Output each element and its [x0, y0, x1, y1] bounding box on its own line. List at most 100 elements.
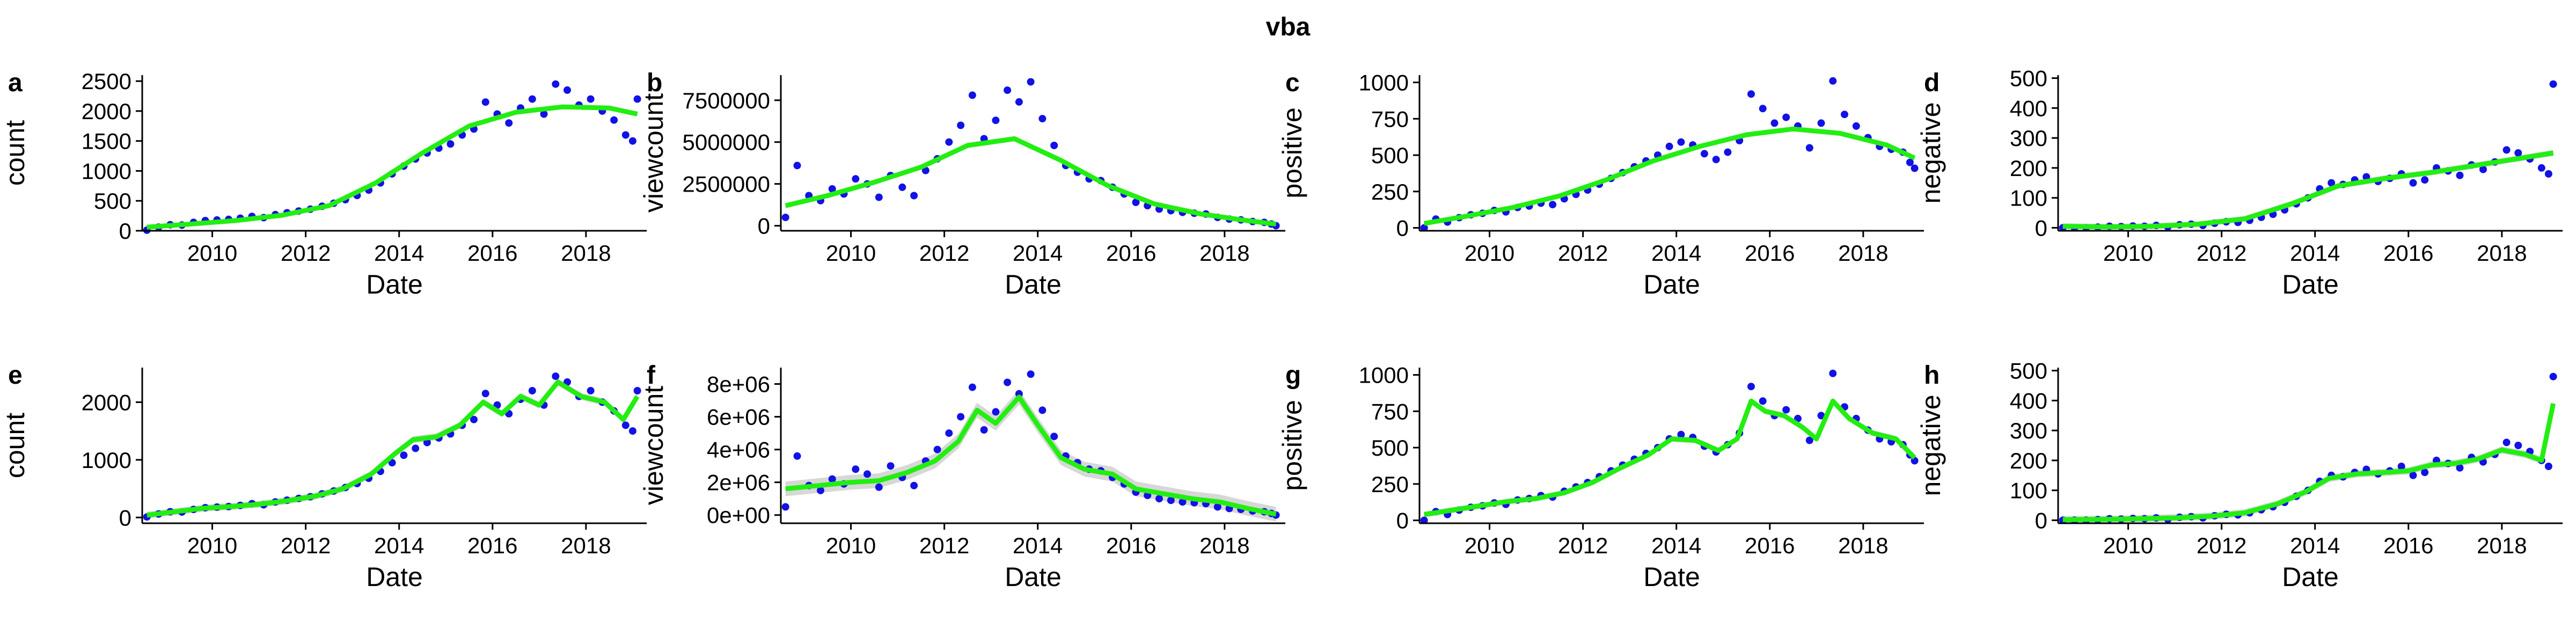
data-point	[898, 183, 906, 191]
data-point	[1665, 142, 1673, 150]
data-point	[887, 462, 895, 470]
x-tick-label: 2018	[1199, 240, 1249, 266]
y-tick-label: 5000000	[682, 130, 770, 155]
x-tick-label: 2016	[467, 240, 517, 266]
x-tick-label: 2018	[2477, 533, 2527, 558]
data-point	[2456, 464, 2464, 472]
y-tick-label: 6e+06	[707, 405, 770, 430]
y-tick-label: 500	[1371, 435, 1409, 460]
data-point	[470, 415, 478, 423]
data-point	[852, 175, 860, 183]
data-point	[2514, 149, 2522, 157]
data-point	[2421, 176, 2429, 184]
y-tick-label: 2500	[82, 69, 131, 94]
trend-line	[147, 104, 638, 230]
data-point	[1038, 115, 1046, 123]
y-tick-label: 250	[1371, 472, 1409, 497]
x-tick-label: 2010	[2103, 240, 2153, 266]
panel-label: a	[8, 69, 23, 97]
x-tick-label: 2016	[2383, 240, 2433, 266]
y-tick-label: 200	[2010, 156, 2047, 181]
y-tick-label: 0	[758, 214, 770, 239]
data-point	[968, 383, 976, 391]
y-tick-label: 0	[1396, 216, 1409, 241]
data-point	[1805, 436, 1813, 444]
data-point	[1179, 498, 1187, 506]
data-point	[1700, 150, 1708, 158]
trend-line	[1424, 398, 1916, 517]
data-point	[552, 372, 560, 380]
data-point	[528, 95, 536, 103]
x-tick-label: 2014	[2290, 533, 2340, 558]
trend-line	[1423, 126, 1916, 226]
x-axis-title: Date	[1643, 269, 1700, 299]
data-point	[628, 137, 636, 145]
y-tick-label: 0	[2035, 508, 2047, 533]
data-point	[968, 91, 976, 99]
data-point	[1841, 111, 1848, 119]
panel-label: c	[1285, 69, 1300, 97]
data-point	[1829, 369, 1837, 377]
y-axis-title: count	[0, 413, 30, 478]
x-tick-label: 2012	[281, 240, 331, 266]
data-point	[921, 166, 930, 174]
data-point	[910, 481, 918, 489]
y-tick-label: 0	[1396, 508, 1409, 533]
panel-h: h 2010 2012 2014 2016 2018 0 100 200 300 400 500 Dat…	[1916, 358, 2563, 592]
x-tick-label: 2016	[467, 533, 517, 558]
data-point	[423, 438, 431, 447]
data-point	[2397, 463, 2405, 470]
data-point	[1050, 142, 1058, 149]
trend-line	[2062, 402, 2556, 522]
x-tick-label: 2010	[826, 533, 876, 558]
data-point	[1782, 113, 1790, 121]
data-point	[587, 95, 595, 103]
x-tick-label: 2010	[187, 240, 237, 266]
data-point	[793, 162, 801, 170]
x-tick-label: 2018	[2477, 240, 2527, 266]
data-point	[1724, 148, 1732, 156]
x-tick-label: 2012	[1558, 533, 1608, 558]
data-point	[481, 390, 489, 398]
y-tick-label: 400	[2010, 388, 2047, 413]
data-point	[633, 95, 641, 103]
y-tick-label: 1000	[1359, 70, 1409, 96]
data-point	[505, 119, 513, 127]
confidence-band	[785, 390, 1276, 522]
x-tick-label: 2010	[826, 240, 876, 266]
data-point	[2544, 170, 2552, 178]
y-tick-label: 500	[2010, 66, 2047, 91]
data-point	[863, 470, 871, 478]
confidence-band	[2062, 150, 2553, 230]
y-tick-label: 1000	[1359, 363, 1409, 388]
y-tick-label: 1000	[82, 158, 131, 184]
y-tick-label: 2500000	[682, 172, 770, 197]
y-tick-label: 0	[2035, 215, 2047, 240]
panel-label: d	[1924, 69, 1940, 97]
data-point	[1213, 503, 1221, 511]
data-point	[817, 486, 824, 494]
data-point	[621, 131, 630, 139]
data-point	[945, 138, 953, 146]
data-point	[2421, 469, 2429, 477]
x-tick-label: 2014	[1013, 240, 1063, 266]
data-point	[957, 121, 965, 129]
y-tick-label: 1500	[82, 129, 131, 154]
data-point	[2409, 179, 2417, 187]
data-point	[1549, 201, 1557, 209]
x-axis-title: Date	[366, 562, 423, 592]
panel-c: c 2010 2012 2014 2016 2018 0 250 500 750 1000 Date p…	[1277, 69, 1924, 299]
data-point	[1167, 496, 1175, 504]
data-point	[1829, 77, 1837, 85]
x-tick-label: 2018	[561, 533, 611, 558]
y-tick-label: 1000	[82, 448, 131, 473]
y-axis-title: viewcount	[639, 93, 669, 213]
panel-label: b	[647, 69, 662, 97]
data-point	[2456, 171, 2464, 179]
y-axis-title: negative	[1916, 394, 1946, 496]
x-tick-label: 2014	[1651, 240, 1701, 266]
data-point	[587, 387, 595, 394]
x-tick-label: 2010	[2103, 533, 2153, 558]
panel-b: b 2010 2012 2014 2016 2018 0 2500000 5000000 7500…	[639, 69, 1285, 299]
